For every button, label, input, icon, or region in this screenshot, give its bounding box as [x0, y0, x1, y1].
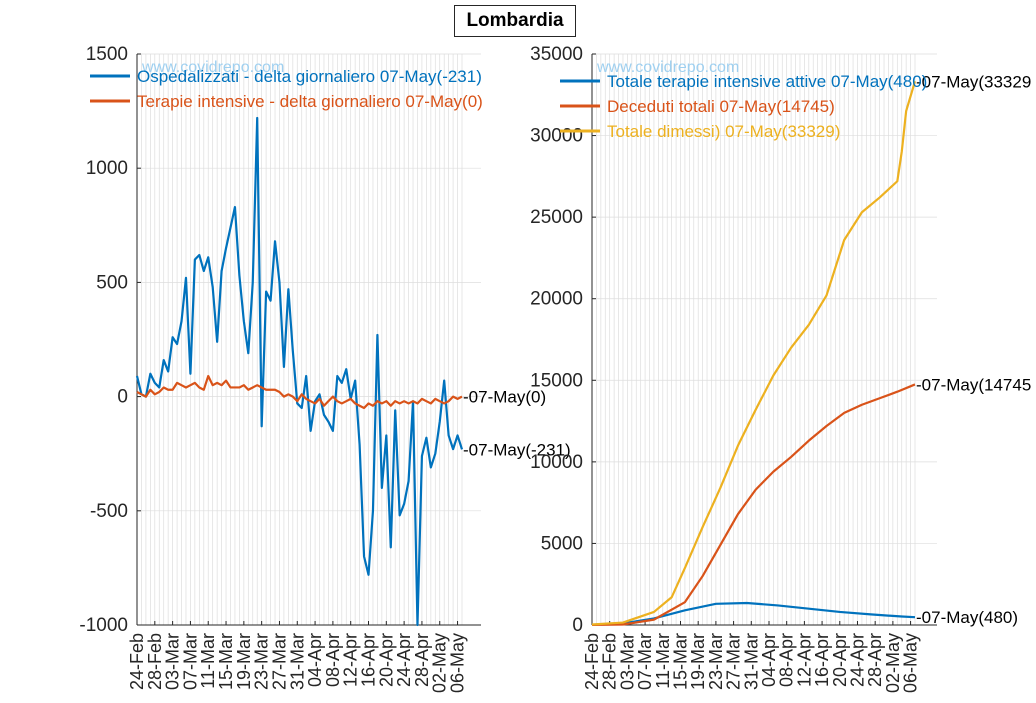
- series-line: [135, 116, 464, 627]
- x-tick-label: 27-Mar: [724, 633, 744, 690]
- x-tick-label: 24-Apr: [847, 633, 867, 687]
- series-line: [591, 383, 916, 627]
- x-tick-label: 31-Mar: [287, 633, 307, 690]
- x-tick-label: 28-Feb: [145, 633, 165, 690]
- series-line: [591, 601, 916, 626]
- y-tick-label: 25000: [530, 207, 583, 228]
- y-tick-label: -500: [90, 501, 128, 522]
- x-tick-label: 02-May: [883, 633, 903, 693]
- x-tick-label: 04-Apr: [305, 633, 325, 687]
- x-tick-label: 27-Mar: [269, 633, 289, 690]
- x-tick-label: 28-Apr: [865, 633, 885, 687]
- x-tick-label: 11-Mar: [653, 633, 673, 689]
- x-tick-label: 11-Mar: [198, 633, 218, 689]
- x-tick-label: 31-Mar: [741, 633, 761, 690]
- x-tick-label: 04-Apr: [759, 633, 779, 687]
- x-tick-label: 08-Apr: [777, 633, 797, 687]
- x-tick-label: 15-Mar: [216, 633, 236, 690]
- x-tick-label: 03-Mar: [617, 633, 637, 690]
- y-tick-label: 0: [572, 615, 583, 636]
- x-tick-label: 16-Apr: [359, 633, 379, 687]
- legend-label: Ospedalizzati - delta giornaliero 07-May…: [137, 67, 482, 86]
- y-tick-label: 1500: [86, 44, 128, 65]
- x-tick-label: 03-Mar: [163, 633, 183, 690]
- y-tick-label: 500: [96, 272, 128, 293]
- x-tick-label: 08-Apr: [323, 633, 343, 687]
- y-tick-label: 15000: [530, 370, 583, 391]
- y-tick-label: 35000: [530, 44, 583, 65]
- x-tick-label: 02-May: [430, 633, 450, 693]
- x-tick-label: 16-Apr: [812, 633, 832, 687]
- y-tick-label: 0: [117, 387, 128, 408]
- y-tick-label: -1000: [79, 615, 128, 636]
- page-title: Lombardia: [454, 5, 576, 37]
- x-tick-label: 07-Mar: [180, 633, 200, 690]
- series-line: [136, 374, 463, 410]
- x-tick-label: 19-Mar: [688, 633, 708, 690]
- x-tick-label: 24-Apr: [394, 633, 414, 687]
- y-tick-label: 30000: [530, 126, 583, 147]
- x-tick-label: 20-Apr: [830, 633, 850, 687]
- left-chart: -1000-50005001000150024-Feb28-Feb03-Mar0…: [79, 44, 570, 693]
- y-tick-label: 1000: [86, 158, 128, 179]
- legend-label: Totale terapie intensive attive 07-May(4…: [607, 72, 927, 91]
- watermark-text: www.covidrepo.com: [596, 59, 739, 76]
- series-line: [591, 80, 917, 626]
- x-tick-label: 24-Feb: [582, 633, 602, 690]
- x-tick-label: 28-Apr: [412, 633, 432, 687]
- x-tick-label: 24-Feb: [127, 633, 147, 690]
- end-value-label: -07-May(14745: [916, 375, 1031, 394]
- y-tick-label: 10000: [530, 452, 583, 473]
- y-tick-label: 5000: [541, 533, 583, 554]
- end-value-label: -07-May(0): [463, 388, 546, 407]
- x-tick-label: 15-Mar: [670, 633, 690, 690]
- end-value-label: -07-May(480): [916, 608, 1018, 627]
- x-tick-label: 20-Apr: [376, 633, 396, 687]
- x-tick-label: 19-Mar: [234, 633, 254, 690]
- legend-label: Deceduti totali 07-May(14745): [607, 97, 835, 116]
- x-tick-label: 07-Mar: [635, 633, 655, 690]
- y-tick-label: 20000: [530, 289, 583, 310]
- end-value-label: -07-May(-231): [463, 440, 571, 459]
- x-tick-label: 23-Mar: [252, 633, 272, 690]
- x-tick-label: 28-Feb: [600, 633, 620, 690]
- x-tick-label: 23-Mar: [706, 633, 726, 690]
- x-tick-label: 06-May: [901, 633, 921, 693]
- x-tick-label: 12-Apr: [341, 633, 361, 687]
- watermark-text: www.covidrepo.com: [141, 59, 284, 76]
- right-chart: 0 5000 10000 15000 20000 25000 30000 35000 24-Fe…: [530, 44, 1031, 693]
- x-tick-label: 06-May: [448, 633, 468, 693]
- legend-label: Totale dimessi) 07-May(33329): [607, 122, 840, 141]
- legend-label: Terapie intensive - delta giornaliero 07…: [137, 92, 483, 111]
- end-value-label: -07-May(33329: [916, 72, 1031, 91]
- x-tick-label: 12-Apr: [794, 633, 814, 687]
